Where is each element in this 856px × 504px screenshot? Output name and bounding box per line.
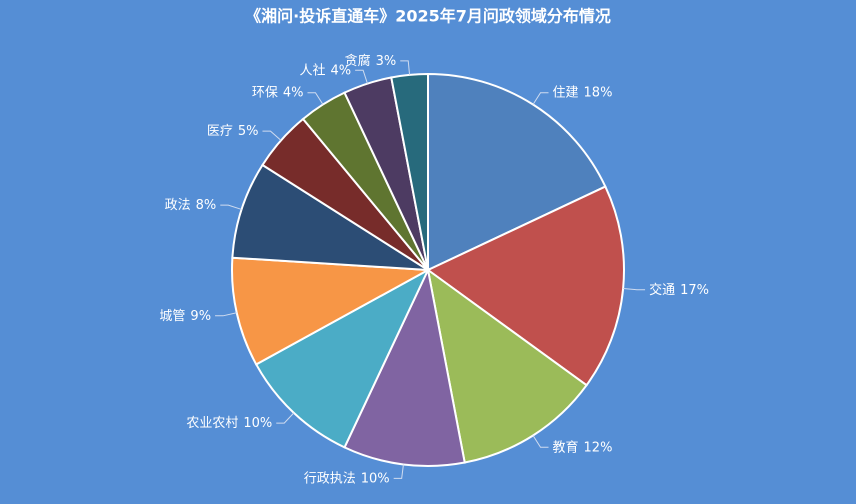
- slice-label: 农业农村 10%: [186, 416, 272, 431]
- slice-label: 城管 9%: [159, 308, 211, 323]
- slice-category: 医疗: [207, 124, 233, 139]
- slice-label: 住建 18%: [553, 85, 613, 100]
- slice-value: 4%: [330, 63, 351, 78]
- pie-slice: [231, 256, 432, 366]
- slice-category: 教育: [553, 439, 579, 455]
- pie-slice: [231, 163, 429, 271]
- slice-value: 5%: [238, 124, 259, 139]
- chart-title: 《湘问·投诉直通车》2025年7月问政领域分布情况: [245, 7, 611, 26]
- slice-category: 环保: [252, 85, 278, 100]
- slice-value: 9%: [190, 308, 211, 323]
- slice-value: 10%: [361, 471, 390, 486]
- slice-category: 农业农村: [186, 416, 238, 431]
- slice-value: 4%: [283, 85, 304, 100]
- slice-label: 贪腐 3%: [345, 53, 397, 68]
- slice-value: 8%: [196, 198, 217, 213]
- leader-line: [393, 464, 404, 479]
- slice-label: 环保 4%: [252, 85, 304, 100]
- slice-label: 医疗 5%: [207, 124, 259, 139]
- leader-line: [215, 312, 237, 317]
- slice-value: 3%: [376, 53, 397, 68]
- pie-slice: [426, 267, 588, 464]
- leader-line: [307, 92, 324, 105]
- pie-slice: [426, 185, 625, 387]
- slice-label: 政法 8%: [165, 198, 217, 213]
- leader-line: [220, 204, 242, 210]
- leader-line: [355, 69, 368, 84]
- slice-label: 人社 4%: [299, 62, 351, 78]
- slice-label: 教育 12%: [553, 439, 613, 455]
- slice-category: 交通: [649, 281, 675, 297]
- leader-line: [532, 92, 549, 105]
- leader-line: [262, 130, 282, 141]
- leader-line: [532, 435, 549, 448]
- leader-line: [623, 287, 646, 291]
- slice-category: 贪腐: [345, 53, 371, 68]
- leader-line: [276, 412, 295, 424]
- pie-slice: [254, 267, 431, 449]
- slice-value: 12%: [584, 440, 613, 455]
- slice-value: 18%: [584, 85, 613, 100]
- pie-slice: [343, 266, 466, 467]
- slice-label: 交通 17%: [649, 281, 709, 297]
- slice-category: 城管: [159, 308, 185, 323]
- slice-category: 人社: [299, 62, 325, 78]
- leader-line: [400, 60, 411, 75]
- slice-value: 17%: [680, 282, 709, 297]
- slice-label: 行政执法 10%: [304, 471, 390, 486]
- slice-category: 住建: [553, 85, 579, 100]
- slice-category: 政法: [165, 198, 191, 213]
- slice-value: 10%: [243, 416, 272, 431]
- slice-category: 行政执法: [304, 471, 356, 486]
